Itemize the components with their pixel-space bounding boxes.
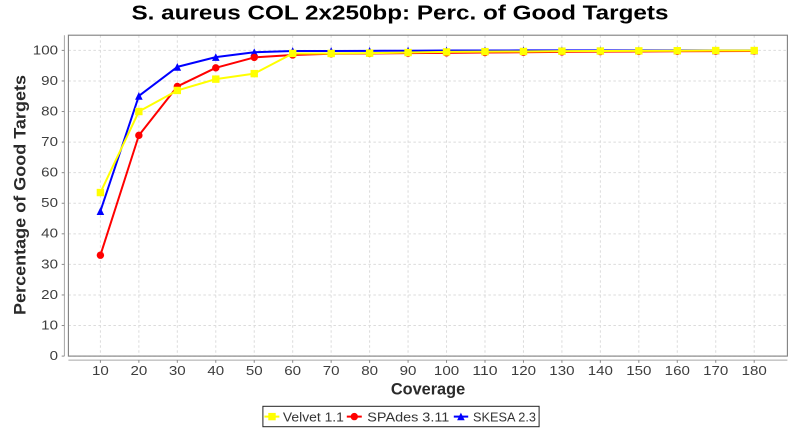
svg-text:100: 100	[434, 364, 459, 378]
svg-text:60: 60	[41, 166, 58, 180]
svg-text:90: 90	[41, 74, 58, 88]
svg-text:SPAdes 3.11: SPAdes 3.11	[367, 409, 449, 424]
svg-text:0: 0	[50, 349, 58, 363]
svg-text:110: 110	[472, 364, 497, 378]
svg-text:90: 90	[400, 364, 417, 378]
svg-text:40: 40	[207, 364, 224, 378]
svg-text:120: 120	[511, 364, 536, 378]
svg-text:50: 50	[246, 364, 263, 378]
svg-text:SKESA 2.3: SKESA 2.3	[473, 409, 536, 424]
svg-text:50: 50	[41, 196, 58, 210]
svg-text:140: 140	[588, 364, 613, 378]
svg-text:100: 100	[33, 43, 58, 57]
svg-text:80: 80	[361, 364, 378, 378]
svg-text:Velvet 1.1: Velvet 1.1	[283, 409, 344, 424]
svg-text:Percentage of Good Targets: Percentage of Good Targets	[12, 75, 30, 315]
svg-text:130: 130	[549, 364, 574, 378]
svg-text:20: 20	[41, 288, 58, 302]
svg-text:150: 150	[626, 364, 651, 378]
svg-text:10: 10	[92, 364, 109, 378]
svg-text:30: 30	[41, 257, 58, 271]
svg-text:60: 60	[284, 364, 301, 378]
svg-text:70: 70	[323, 364, 340, 378]
svg-text:40: 40	[41, 227, 58, 241]
svg-text:80: 80	[41, 104, 58, 118]
svg-text:S. aureus COL 2x250bp: Perc. o: S. aureus COL 2x250bp: Perc. of Good Tar…	[132, 2, 669, 25]
svg-text:70: 70	[41, 135, 58, 149]
svg-text:10: 10	[41, 318, 58, 332]
svg-text:160: 160	[665, 364, 690, 378]
svg-text:30: 30	[169, 364, 186, 378]
svg-text:180: 180	[742, 364, 767, 378]
svg-text:Coverage: Coverage	[391, 380, 465, 398]
svg-text:20: 20	[130, 364, 147, 378]
svg-text:170: 170	[703, 364, 728, 378]
